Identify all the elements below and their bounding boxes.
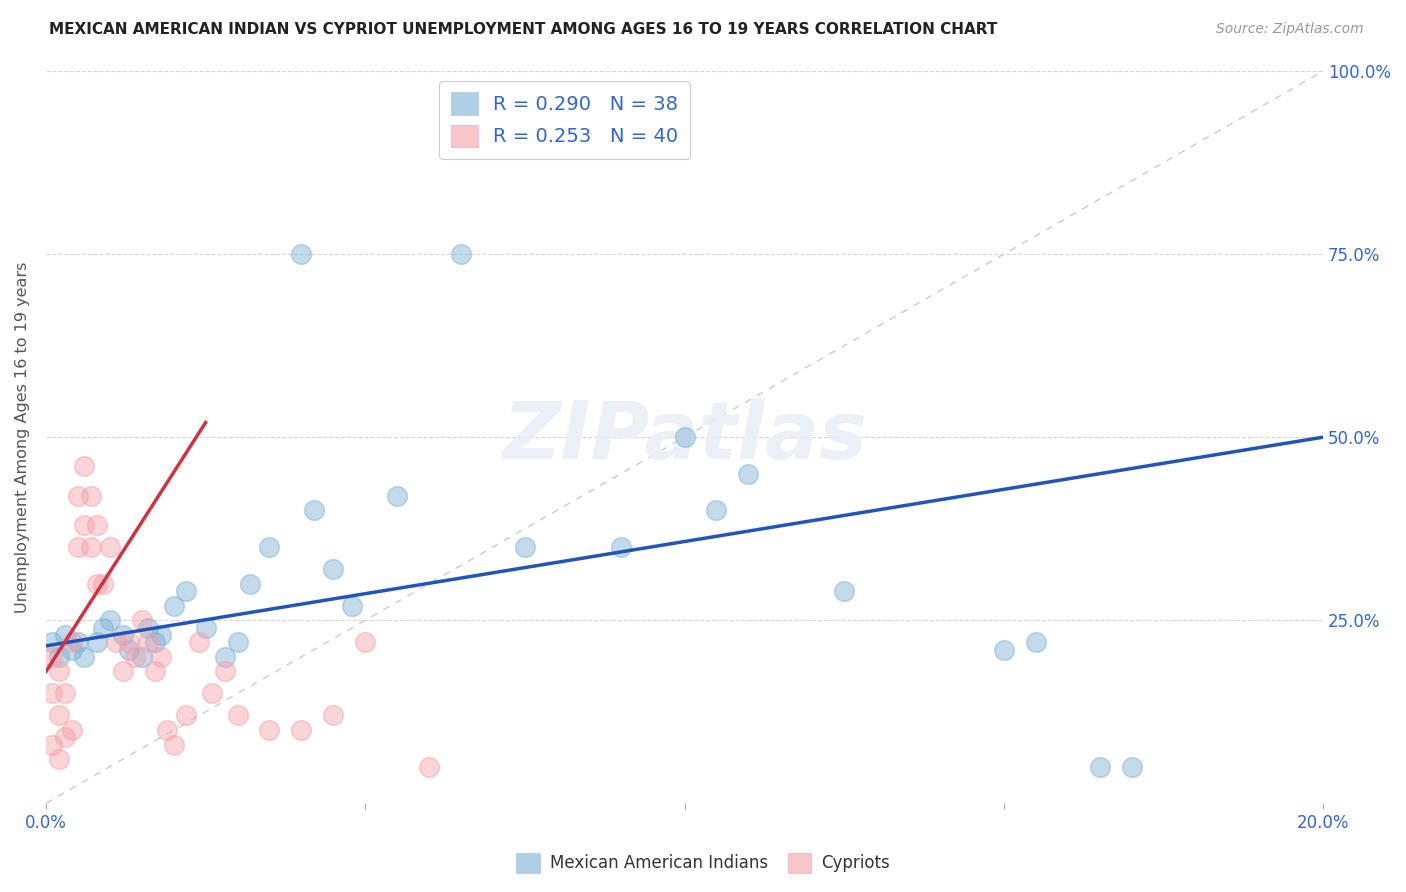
- Point: [41, 686, 63, 700]
- Point: [1121, 760, 1143, 774]
- Point: [226, 708, 249, 723]
- Point: [706, 503, 728, 517]
- Point: [136, 621, 159, 635]
- Point: [86, 576, 108, 591]
- Point: [60, 723, 83, 737]
- Point: [60, 642, 83, 657]
- Point: [48, 649, 70, 664]
- Point: [673, 430, 696, 444]
- Point: [79, 540, 101, 554]
- Point: [53, 731, 76, 745]
- Point: [163, 738, 186, 752]
- Point: [993, 642, 1015, 657]
- Point: [176, 708, 198, 723]
- Point: [609, 540, 631, 554]
- Legend: R = 0.290   N = 38, R = 0.253   N = 40: R = 0.290 N = 38, R = 0.253 N = 40: [439, 81, 690, 159]
- Point: [93, 576, 115, 591]
- Point: [149, 649, 172, 664]
- Point: [143, 665, 166, 679]
- Point: [226, 635, 249, 649]
- Point: [111, 628, 134, 642]
- Point: [79, 489, 101, 503]
- Point: [98, 613, 121, 627]
- Point: [66, 489, 89, 503]
- Point: [66, 635, 89, 649]
- Point: [290, 723, 312, 737]
- Point: [163, 599, 186, 613]
- Point: [450, 247, 472, 261]
- Point: [513, 540, 536, 554]
- Text: ZIPatlas: ZIPatlas: [502, 398, 868, 476]
- Point: [354, 635, 377, 649]
- Point: [73, 518, 96, 533]
- Point: [53, 628, 76, 642]
- Point: [214, 665, 236, 679]
- Point: [131, 649, 153, 664]
- Point: [111, 665, 134, 679]
- Point: [118, 642, 141, 657]
- Point: [41, 635, 63, 649]
- Point: [73, 649, 96, 664]
- Point: [188, 635, 211, 649]
- Point: [214, 649, 236, 664]
- Point: [73, 459, 96, 474]
- Point: [66, 540, 89, 554]
- Point: [143, 635, 166, 649]
- Text: MEXICAN AMERICAN INDIAN VS CYPRIOT UNEMPLOYMENT AMONG AGES 16 TO 19 YEARS CORREL: MEXICAN AMERICAN INDIAN VS CYPRIOT UNEMP…: [49, 22, 998, 37]
- Point: [86, 635, 108, 649]
- Point: [1088, 760, 1111, 774]
- Point: [131, 613, 153, 627]
- Point: [737, 467, 759, 481]
- Point: [53, 686, 76, 700]
- Point: [322, 708, 344, 723]
- Point: [259, 540, 281, 554]
- Point: [385, 489, 408, 503]
- Point: [832, 583, 855, 598]
- Legend: Mexican American Indians, Cypriots: Mexican American Indians, Cypriots: [509, 847, 897, 880]
- Point: [60, 635, 83, 649]
- Text: Source: ZipAtlas.com: Source: ZipAtlas.com: [1216, 22, 1364, 37]
- Point: [201, 686, 224, 700]
- Point: [124, 649, 146, 664]
- Point: [239, 576, 262, 591]
- Point: [302, 503, 325, 517]
- Point: [322, 562, 344, 576]
- Point: [41, 649, 63, 664]
- Point: [118, 635, 141, 649]
- Point: [86, 518, 108, 533]
- Point: [105, 635, 128, 649]
- Point: [48, 708, 70, 723]
- Point: [259, 723, 281, 737]
- Point: [48, 752, 70, 766]
- Point: [194, 621, 217, 635]
- Point: [176, 583, 198, 598]
- Point: [290, 247, 312, 261]
- Point: [149, 628, 172, 642]
- Point: [41, 738, 63, 752]
- Point: [418, 760, 440, 774]
- Point: [98, 540, 121, 554]
- Point: [93, 621, 115, 635]
- Point: [48, 665, 70, 679]
- Point: [342, 599, 364, 613]
- Point: [136, 635, 159, 649]
- Y-axis label: Unemployment Among Ages 16 to 19 years: Unemployment Among Ages 16 to 19 years: [15, 261, 30, 613]
- Point: [1025, 635, 1047, 649]
- Point: [156, 723, 179, 737]
